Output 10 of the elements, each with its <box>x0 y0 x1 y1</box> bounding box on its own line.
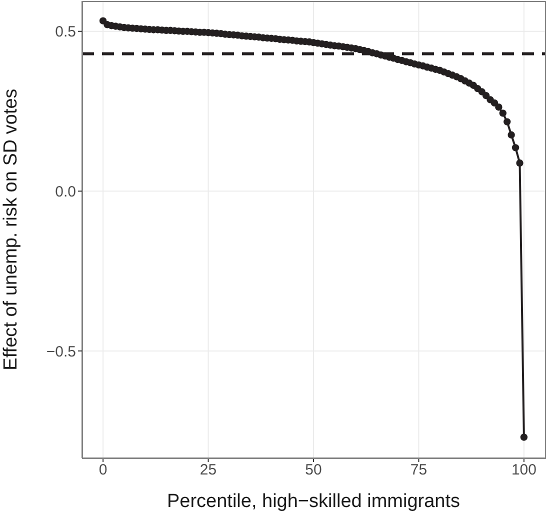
x-tick-label: 25 <box>200 462 217 479</box>
x-axis-title: Percentile, high−skilled immigrants <box>166 491 460 512</box>
x-tick-label: 100 <box>511 462 536 479</box>
y-tick-label: −0.5 <box>46 343 76 360</box>
x-tick-label: 50 <box>305 462 322 479</box>
y-tick-label: 0.0 <box>55 183 76 200</box>
x-tick-label: 0 <box>98 462 108 479</box>
y-tick-label: 0.5 <box>55 24 76 41</box>
x-tick-label: 75 <box>410 462 428 479</box>
y-axis-title: Effect of unemp. risk on SD votes <box>0 88 22 370</box>
